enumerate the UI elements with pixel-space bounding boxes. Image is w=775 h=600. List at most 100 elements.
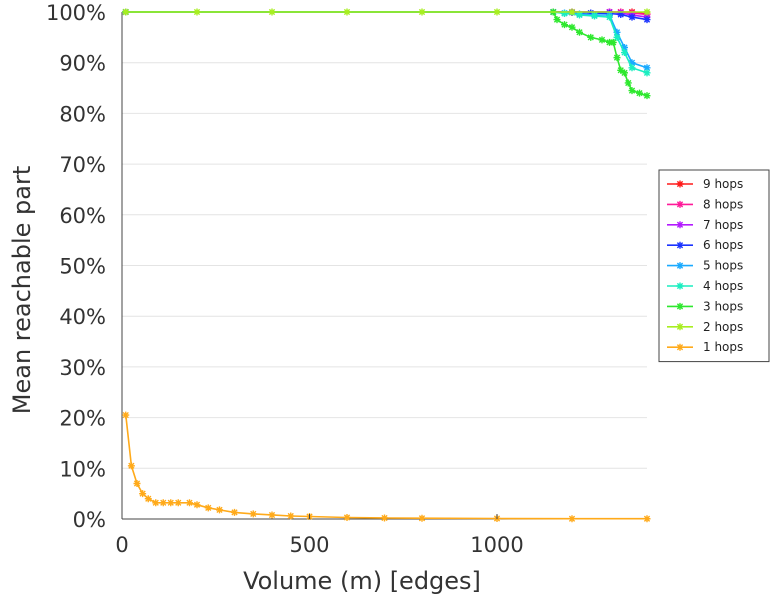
- y-tick-20: 20%: [59, 407, 106, 431]
- y-tick-labels: 0% 10% 20% 30% 40% 50% 60% 70% 80% 90% 100%: [46, 1, 106, 532]
- legend-item-5-hops: 5 hops: [667, 259, 743, 273]
- legend-label-7-hops: 7 hops: [703, 218, 743, 232]
- data-point-1-hops-23: [643, 515, 651, 523]
- y-tick-70: 70%: [59, 153, 106, 177]
- legend-label-9-hops: 9 hops: [703, 177, 743, 191]
- data-point-1-hops-14: [249, 510, 257, 518]
- data-point-2-hops-5: [493, 8, 501, 16]
- data-point-5-hops-8: [628, 59, 636, 67]
- series-2-hops: [122, 8, 651, 16]
- data-point-1-hops-7: [167, 499, 175, 507]
- data-point-1-hops-11: [204, 504, 212, 512]
- legend-marker-9-hops: [676, 180, 684, 188]
- y-tick-10: 10%: [59, 457, 106, 481]
- data-point-2-hops-0: [122, 8, 130, 16]
- data-point-1-hops-6: [159, 499, 167, 507]
- data-point-2-hops-2: [268, 8, 276, 16]
- data-point-5-hops-7: [621, 43, 628, 51]
- legend-label-8-hops: 8 hops: [703, 197, 743, 211]
- legend-marker-8-hops: [676, 200, 684, 208]
- data-point-1-hops-4: [144, 495, 152, 503]
- data-point-6-hops-3: [587, 9, 595, 17]
- data-point-4-hops-4: [591, 12, 598, 20]
- data-point-4-hops-6: [613, 33, 621, 41]
- data-point-3-hops-10: [613, 54, 621, 62]
- data-point-1-hops-20: [418, 514, 426, 522]
- data-point-3-hops-12: [621, 69, 628, 77]
- data-point-3-hops-7: [598, 36, 606, 44]
- x-tick-0: 0: [115, 533, 128, 557]
- data-point-3-hops-13: [624, 79, 632, 87]
- y-tick-40: 40%: [59, 305, 106, 329]
- legend-label-1-hops: 1 hops: [703, 340, 743, 354]
- series-1-hops: [122, 411, 651, 523]
- legend-item-7-hops: 7 hops: [667, 218, 743, 232]
- data-point-1-hops-12: [216, 506, 223, 514]
- series-line-4-hops: [125, 11, 648, 74]
- data-point-2-hops-7: [643, 8, 651, 16]
- legend-marker-2-hops: [676, 323, 684, 331]
- legend: 9 hops 8 hops 7 hops 6 hops 5 hops 4 hops 3 ho…: [658, 169, 770, 363]
- data-point-3-hops-15: [636, 89, 643, 97]
- data-point-3-hops-4: [568, 23, 576, 31]
- data-point-1-hops-16: [287, 512, 295, 520]
- y-tick-30: 30%: [59, 356, 106, 380]
- y-tick-60: 60%: [59, 204, 106, 228]
- data-point-1-hops-10: [193, 501, 201, 509]
- series-4-hops: [122, 8, 651, 77]
- legend-item-4-hops: 4 hops: [667, 279, 743, 293]
- legend-item-1-hops: 1 hops: [667, 340, 743, 354]
- series-3-hops: [122, 8, 651, 100]
- y-axis-title: Mean reachable part: [8, 166, 36, 414]
- data-point-6-hops-6: [628, 13, 636, 21]
- data-point-1-hops-1: [127, 462, 135, 470]
- y-tick-50: 50%: [59, 255, 106, 279]
- data-point-1-hops-5: [152, 499, 160, 507]
- data-point-3-hops-6: [587, 33, 595, 41]
- data-point-1-hops-2: [133, 480, 141, 488]
- legend-item-9-hops: 9 hops: [667, 177, 743, 191]
- legend-item-3-hops: 3 hops: [667, 299, 743, 313]
- data-point-2-hops-1: [193, 8, 201, 16]
- legend-marker-7-hops: [676, 221, 684, 229]
- series-5-hops: [122, 8, 651, 72]
- legend-label-5-hops: 5 hops: [703, 259, 743, 273]
- data-point-3-hops-2: [553, 16, 561, 24]
- data-point-2-hops-3: [343, 8, 351, 16]
- data-point-3-hops-11: [617, 66, 625, 74]
- grid-lines: [122, 11, 647, 520]
- data-point-2-hops-4: [418, 8, 426, 16]
- y-tick-0: 0%: [73, 508, 106, 532]
- legend-label-3-hops: 3 hops: [703, 299, 743, 313]
- legend-label-4-hops: 4 hops: [703, 279, 743, 293]
- legend-marker-1-hops: [676, 343, 684, 351]
- data-point-4-hops-8: [628, 64, 636, 72]
- x-tick-1000: 1000: [470, 533, 523, 557]
- data-point-1-hops-8: [174, 499, 182, 507]
- data-point-3-hops-14: [628, 87, 636, 95]
- legend-marker-4-hops: [676, 282, 684, 290]
- data-point-4-hops-7: [621, 49, 628, 57]
- legend-marker-6-hops: [676, 241, 684, 249]
- data-point-4-hops-5: [606, 13, 613, 21]
- data-point-3-hops-3: [561, 21, 568, 29]
- series-layer: [122, 8, 651, 523]
- data-point-1-hops-3: [139, 490, 147, 498]
- data-point-1-hops-0: [122, 411, 130, 419]
- data-point-4-hops-9: [643, 69, 651, 77]
- data-point-5-hops-9: [643, 64, 651, 72]
- data-point-1-hops-22: [568, 515, 576, 523]
- y-tick-100: 100%: [46, 1, 106, 25]
- legend-item-8-hops: 8 hops: [667, 197, 743, 211]
- series-line-5-hops: [125, 11, 648, 69]
- data-point-3-hops-16: [643, 92, 651, 100]
- data-point-1-hops-19: [381, 514, 388, 522]
- legend-item-2-hops: 2 hops: [667, 320, 743, 334]
- data-point-3-hops-5: [576, 28, 583, 36]
- x-tick-labels: 0 500 1000: [115, 514, 524, 557]
- y-tick-90: 90%: [59, 52, 106, 76]
- y-tick-80: 80%: [59, 102, 106, 126]
- data-point-1-hops-13: [231, 508, 238, 516]
